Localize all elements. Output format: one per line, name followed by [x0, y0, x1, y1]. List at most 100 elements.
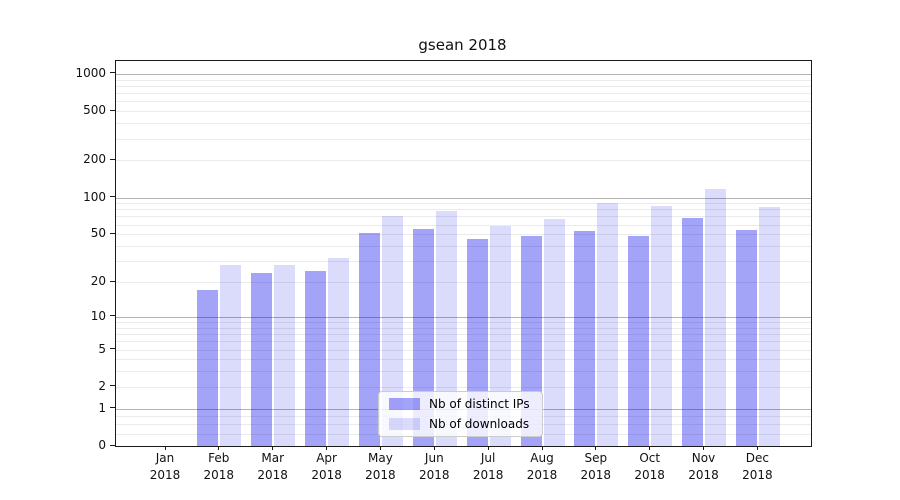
legend-swatch-downloads [389, 418, 420, 430]
minor-gridline [116, 123, 811, 125]
legend-label-downloads: Nb of downloads [429, 417, 530, 431]
x-tick-label: Dec 2018 [729, 450, 785, 484]
x-tick-label: May 2018 [352, 450, 408, 484]
x-tick-month: Aug [530, 451, 554, 465]
x-tick-label: Apr 2018 [299, 450, 355, 484]
x-tick-year: 2018 [365, 468, 396, 482]
minor-gridline [116, 111, 811, 113]
y-tick-mark [110, 72, 115, 74]
x-tick-year: 2018 [688, 468, 719, 482]
y-tick-mark [110, 407, 115, 409]
minor-gridline [116, 282, 811, 283]
bar-distinct-ips [305, 270, 327, 446]
x-tick-month: Mar [261, 451, 284, 465]
x-tick-label: Mar 2018 [245, 450, 301, 484]
x-tick-month: Dec [745, 451, 769, 465]
minor-gridline [116, 371, 811, 373]
y-tick-label: 1 [98, 400, 106, 415]
x-tick-mark [487, 446, 489, 450]
x-tick-month: Jul [480, 451, 496, 465]
x-tick-label: Aug 2018 [514, 450, 570, 484]
y-tick-label: 1000 [75, 65, 106, 80]
bar-distinct-ips [197, 290, 219, 446]
bar-downloads [220, 264, 242, 446]
y-tick-label: 500 [83, 103, 106, 118]
y-tick-mark [110, 109, 115, 111]
minor-gridline [116, 261, 811, 263]
x-tick-year: 2018 [311, 468, 342, 482]
x-tick-label: Oct 2018 [622, 450, 678, 484]
y-tick-label: 20 [90, 274, 106, 288]
y-tick-label: 100 [83, 189, 106, 204]
x-tick-label: Jul 2018 [460, 450, 516, 484]
bar-downloads [543, 218, 565, 446]
minor-gridline [116, 216, 811, 218]
y-tick-label: 200 [83, 152, 106, 167]
minor-gridline [116, 386, 811, 388]
bar-downloads [705, 188, 726, 446]
minor-gridline [116, 349, 811, 351]
x-tick-year: 2018 [419, 468, 450, 482]
x-tick-month: Oct [639, 451, 661, 465]
x-tick-year: 2018 [526, 468, 558, 482]
legend-row: Nb of downloads [389, 416, 542, 433]
bar-distinct-ips [628, 236, 650, 446]
x-tick-mark [541, 446, 543, 450]
minor-gridline [116, 209, 811, 211]
x-tick-mark [756, 446, 758, 450]
bar-distinct-ips [251, 272, 273, 446]
minor-gridline [116, 93, 811, 95]
x-tick-year: 2018 [203, 468, 235, 482]
legend-swatch-distinct-ips [389, 398, 420, 410]
x-tick-year: 2018 [634, 468, 665, 482]
minor-gridline [116, 203, 811, 205]
bar-downloads [381, 215, 403, 446]
y-tick-mark [110, 444, 115, 446]
bar-downloads [328, 257, 350, 446]
y-tick-mark [110, 196, 115, 197]
major-gridline [116, 316, 811, 318]
minor-gridline [116, 359, 811, 361]
y-tick-label: 50 [90, 226, 106, 241]
bar-downloads [435, 210, 457, 446]
x-tick-mark [595, 446, 597, 450]
x-tick-month: Jun [424, 451, 444, 465]
x-tick-label: Nov 2018 [676, 450, 732, 484]
bar-distinct-ips [735, 230, 757, 446]
x-tick-mark [703, 446, 704, 450]
bar-distinct-ips [358, 233, 380, 446]
y-tick-mark [110, 385, 115, 387]
x-tick-mark [164, 446, 166, 450]
x-tick-month: Apr [316, 451, 337, 465]
chart-title: gsean 2018 [418, 36, 507, 54]
minor-gridline [116, 341, 811, 343]
x-tick-label: Sep 2018 [568, 450, 624, 484]
x-tick-mark [649, 446, 651, 450]
x-tick-year: 2018 [149, 468, 181, 482]
x-tick-month: Nov [691, 451, 716, 465]
bar-distinct-ips [682, 218, 703, 446]
bar-downloads [489, 225, 511, 446]
legend-row: Nb of distinct IPs [389, 396, 542, 413]
x-tick-month: May [367, 451, 393, 465]
legend-label-distinct-ips: Nb of distinct IPs [429, 397, 530, 411]
y-tick-mark [110, 158, 115, 160]
x-tick-mark [218, 446, 220, 450]
y-tick-mark [110, 232, 115, 234]
x-tick-label: Feb 2018 [191, 450, 247, 484]
minor-gridline [116, 160, 811, 162]
bar-downloads [597, 202, 619, 446]
bar-downloads [651, 206, 673, 446]
y-tick-mark [110, 280, 115, 282]
bar-distinct-ips [574, 231, 596, 446]
minor-gridline [116, 334, 811, 335]
plot-area [115, 60, 812, 447]
major-gridline [116, 197, 811, 199]
y-tick-label: 5 [98, 341, 106, 356]
x-tick-mark [433, 446, 435, 450]
x-tick-year: 2018 [257, 468, 288, 482]
y-tick-label: 0 [98, 438, 106, 452]
y-tick-mark [110, 348, 115, 349]
legend: Nb of distinct IPs Nb of downloads [378, 391, 543, 437]
